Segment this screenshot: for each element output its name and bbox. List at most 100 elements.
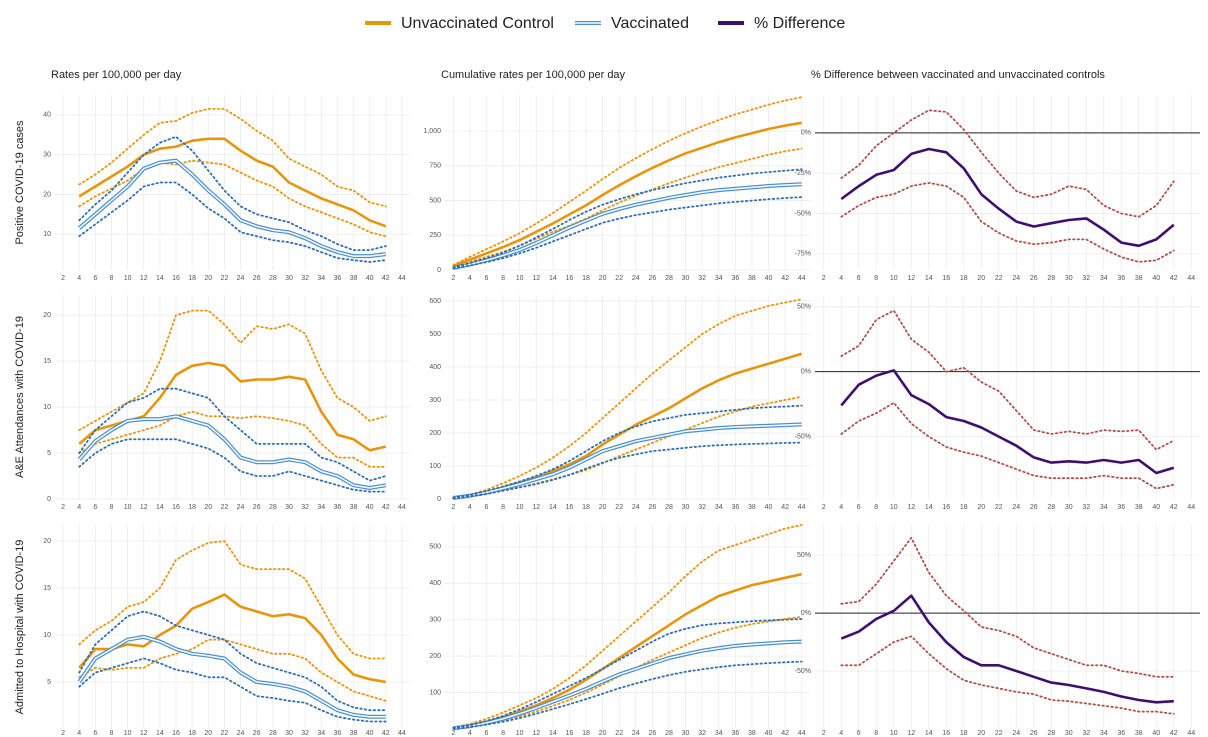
x-tick-label: 12 <box>140 730 148 737</box>
ci-line <box>78 438 387 493</box>
x-tick-label: 38 <box>350 504 358 511</box>
y-tick-label: 400 <box>429 364 441 371</box>
x-tick-label: 40 <box>366 504 374 511</box>
x-tick-label: 2 <box>61 730 65 737</box>
x-tick-label: 22 <box>995 275 1003 282</box>
x-tick-label: 44 <box>798 275 806 282</box>
x-tick-label: 8 <box>874 730 878 737</box>
x-tick-label: 22 <box>995 730 1003 737</box>
x-tick-label: 10 <box>124 275 132 282</box>
y-tick-label: 0% <box>801 369 811 376</box>
ci-line <box>452 147 803 269</box>
x-tick-label: 36 <box>731 275 739 282</box>
line-inner <box>78 636 386 718</box>
x-tick-label: 18 <box>960 730 968 737</box>
x-tick-label: 44 <box>398 275 406 282</box>
line <box>452 121 802 268</box>
x-tick-label: 32 <box>301 730 309 737</box>
x-tick-label: 28 <box>1047 504 1055 511</box>
ci-line <box>452 298 803 499</box>
x-tick-label: 44 <box>1187 504 1195 511</box>
y-tick-label: 500 <box>429 331 441 338</box>
x-tick-label: 34 <box>715 275 723 282</box>
x-tick-label: 40 <box>1152 504 1160 511</box>
x-tick-label: 38 <box>748 730 756 737</box>
x-tick-label: 34 <box>317 504 325 511</box>
line-inner <box>453 423 802 499</box>
x-tick-label: 22 <box>615 504 623 511</box>
x-tick-label: 10 <box>124 730 132 737</box>
ci-line <box>840 635 1175 715</box>
ci-line <box>840 309 1175 451</box>
x-tick-label: 38 <box>1135 504 1143 511</box>
x-tick-label: 36 <box>731 730 739 737</box>
x-tick-label: 12 <box>907 730 915 737</box>
x-tick-label: 40 <box>765 504 773 511</box>
line <box>78 593 387 684</box>
x-tick-label: 12 <box>532 275 540 282</box>
x-tick-label: 20 <box>599 730 607 737</box>
x-tick-label: 30 <box>285 275 293 282</box>
y-tick-label: 20 <box>43 312 51 319</box>
x-tick-label: 12 <box>140 275 148 282</box>
x-tick-label: 38 <box>350 730 358 737</box>
x-tick-label: 42 <box>382 504 390 511</box>
x-tick-label: 26 <box>1030 730 1038 737</box>
ci-line <box>840 401 1175 490</box>
ci-line <box>78 135 387 251</box>
x-tick-label: 14 <box>156 275 164 282</box>
y-tick-label: 1,000 <box>423 128 441 135</box>
x-tick-label: 40 <box>366 275 374 282</box>
x-tick-label: 8 <box>501 730 505 737</box>
y-tick-label: 0 <box>437 267 441 274</box>
line-inner <box>453 640 802 730</box>
x-tick-label: 38 <box>1135 275 1143 282</box>
x-tick-label: 2 <box>451 275 455 282</box>
y-tick-label: 10 <box>43 231 51 238</box>
x-tick-label: 6 <box>93 504 97 511</box>
y-tick-label: 600 <box>429 298 441 305</box>
x-tick-label: 28 <box>1047 730 1055 737</box>
x-tick-label: 42 <box>1170 504 1178 511</box>
x-tick-label: 2 <box>61 275 65 282</box>
x-tick-label: 20 <box>977 275 985 282</box>
x-tick-label: 40 <box>366 730 374 737</box>
x-tick-label: 30 <box>1065 275 1073 282</box>
ci-line <box>840 109 1175 218</box>
x-tick-label: 44 <box>798 730 806 737</box>
y-tick-label: 20 <box>43 191 51 198</box>
legend-label: Unvaccinated Control <box>401 15 554 32</box>
y-tick-label: 100 <box>429 689 441 696</box>
x-tick-label: 2 <box>61 504 65 511</box>
x-tick-label: 10 <box>890 504 898 511</box>
x-tick-label: 24 <box>237 275 245 282</box>
x-tick-label: 14 <box>925 275 933 282</box>
x-tick-label: 4 <box>77 275 81 282</box>
x-tick-label: 32 <box>1082 275 1090 282</box>
x-tick-label: 18 <box>582 504 590 511</box>
x-tick-label: 4 <box>839 275 843 282</box>
y-tick-label: 0% <box>801 610 811 617</box>
x-tick-label: 26 <box>253 275 261 282</box>
y-tick-label: 10 <box>43 632 51 639</box>
y-tick-label: 0 <box>47 496 51 503</box>
x-tick-label: 4 <box>839 730 843 737</box>
x-tick-label: 6 <box>857 275 861 282</box>
y-tick-label: 0% <box>801 130 811 137</box>
x-tick-label: 28 <box>269 730 277 737</box>
x-tick-label: 16 <box>942 730 950 737</box>
x-tick-label: 42 <box>781 730 789 737</box>
line <box>840 594 1174 704</box>
x-tick-label: 38 <box>1135 730 1143 737</box>
row-label: A&E Attendances with COVID-19 <box>14 316 26 478</box>
x-tick-label: 36 <box>1117 730 1125 737</box>
x-tick-label: 14 <box>925 504 933 511</box>
x-tick-label: 18 <box>960 504 968 511</box>
x-tick-label: 32 <box>301 504 309 511</box>
y-tick-label: 300 <box>429 397 441 404</box>
ci-line <box>452 441 803 500</box>
x-tick-label: 18 <box>188 730 196 737</box>
line-inner <box>78 415 386 489</box>
line <box>78 361 387 452</box>
